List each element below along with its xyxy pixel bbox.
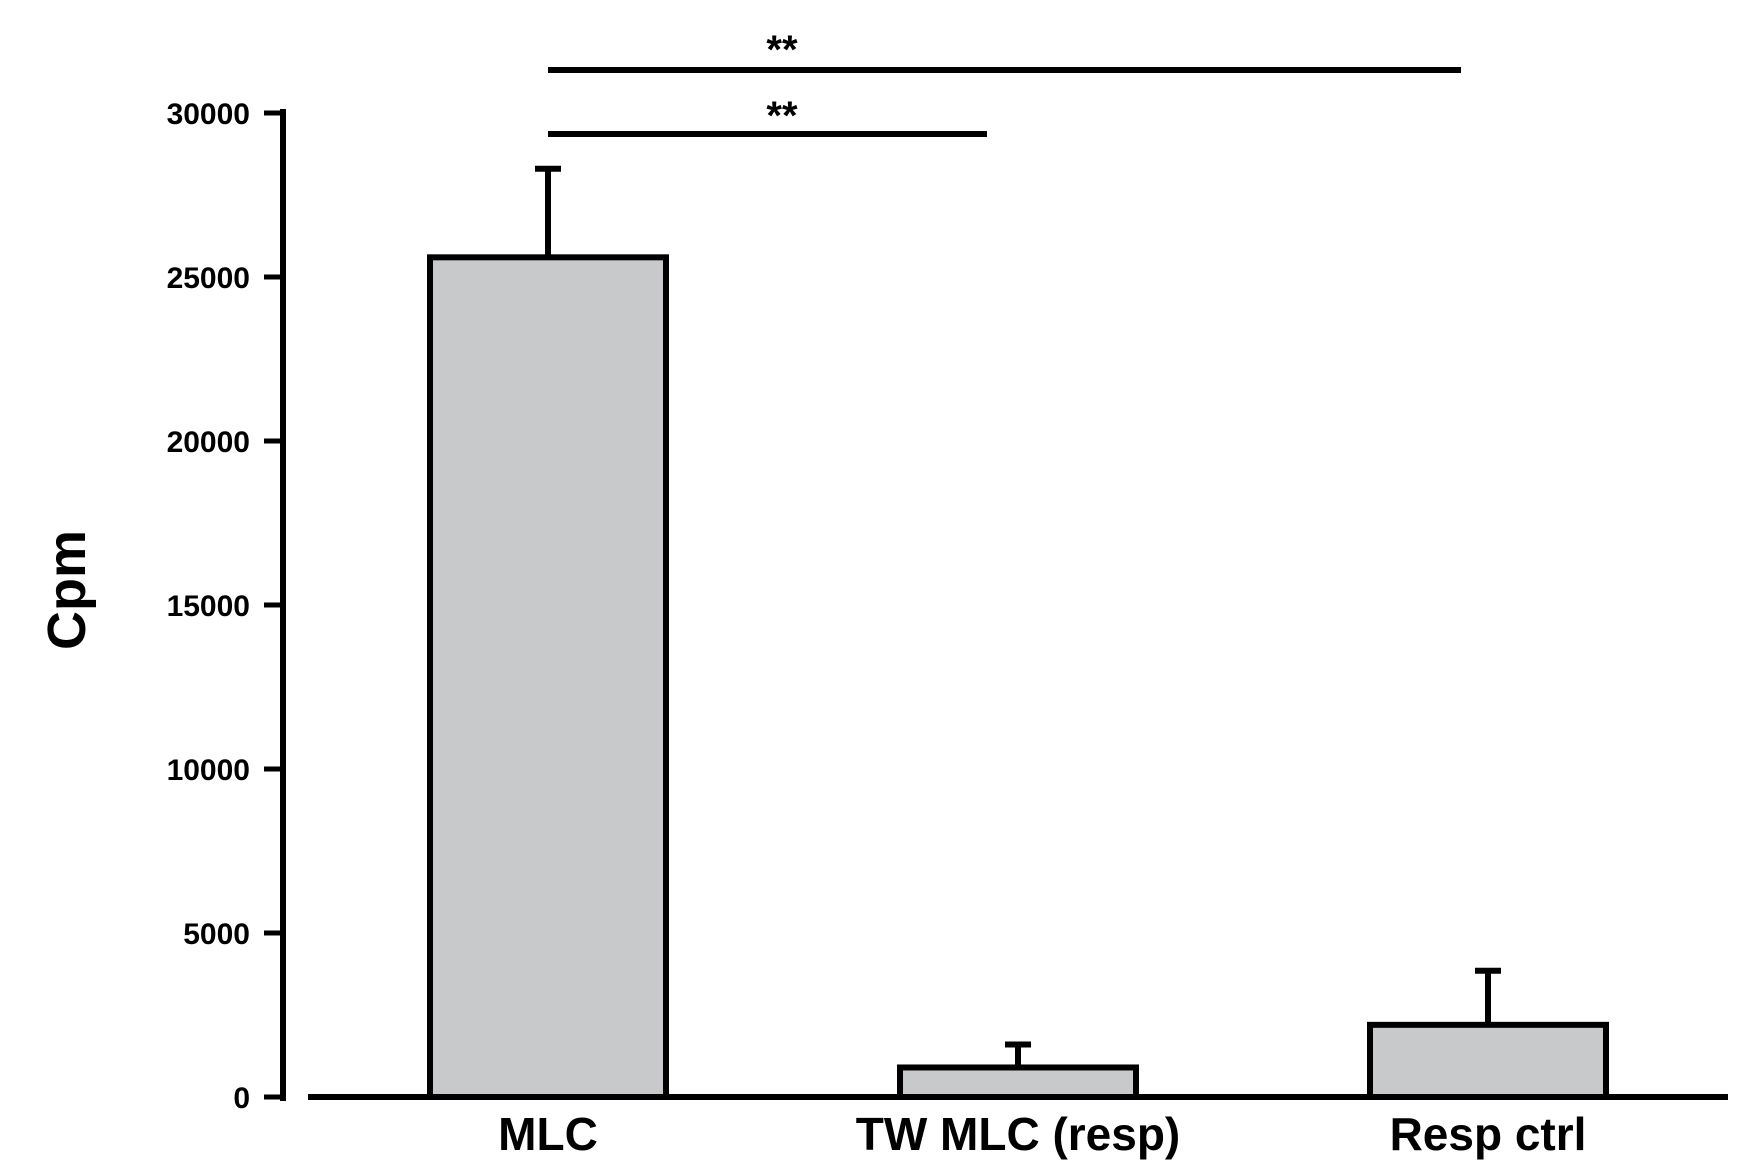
- significance-label: **: [766, 28, 798, 72]
- x-category-label: MLC: [498, 1108, 598, 1160]
- y-tick-label: 5000: [183, 918, 250, 951]
- bar: [427, 254, 669, 1100]
- x-category-label: TW MLC (resp): [856, 1108, 1181, 1160]
- y-tick-label: 15000: [167, 590, 250, 623]
- y-tick-label: 0: [233, 1082, 250, 1115]
- bar: [897, 1064, 1139, 1100]
- y-tick-label: 10000: [167, 754, 250, 787]
- y-axis-title: Cpm: [37, 530, 97, 650]
- y-tick-label: 20000: [167, 426, 250, 459]
- bar: [1367, 1021, 1609, 1100]
- x-category-label: Resp ctrl: [1390, 1108, 1587, 1160]
- significance-label: **: [766, 94, 798, 138]
- y-tick-label: 30000: [167, 98, 250, 131]
- y-tick-label: 25000: [167, 262, 250, 295]
